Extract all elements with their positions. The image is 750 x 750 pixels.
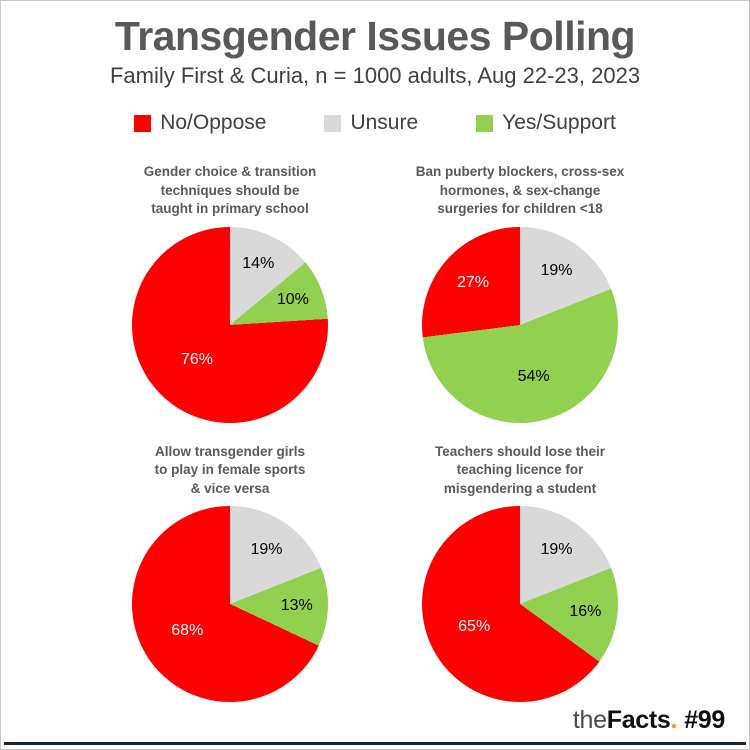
- chart-title-line: Gender choice & transition: [143, 164, 317, 179]
- legend-item-no-oppose: No/Oppose: [134, 111, 266, 135]
- pie-slice-label: 16%: [569, 603, 602, 621]
- pie-slice-label: 19%: [540, 261, 573, 279]
- chart-title: Ban puberty blockers, cross-sex hormones…: [375, 163, 665, 219]
- chart-title-line: Ban puberty blockers, cross-sex: [415, 164, 625, 179]
- pie-chart-primary-school: 14% 10% 76%: [132, 226, 328, 423]
- chart-title-line: teaching licence for: [456, 462, 584, 477]
- legend-label: No/Oppose: [160, 111, 267, 134]
- chart-title-line: surgeries for children <18: [437, 201, 603, 216]
- chart-title-line: hormones, & sex-change: [439, 182, 601, 198]
- pie-slice-label: 68%: [171, 622, 204, 640]
- footer-accent-bar: [4, 742, 746, 745]
- chart-cell-primary-school: Gender choice & transition techniques sh…: [85, 163, 375, 423]
- chart-title-line: & vice versa: [190, 480, 270, 496]
- chart-title-line: taught in primary school: [151, 201, 309, 216]
- pie-chart-misgendering: 19% 16% 65%: [422, 506, 618, 702]
- branding-dot: .: [670, 706, 678, 734]
- chart-title: Teachers should lose their teaching lice…: [375, 443, 665, 499]
- yes-support-swatch-icon: [476, 114, 494, 132]
- branding-name: Facts: [606, 706, 671, 734]
- chart-title-line: Teachers should lose their: [434, 443, 606, 459]
- pie-slice-label: 13%: [280, 597, 313, 615]
- pie-slice-label: 54%: [517, 368, 550, 386]
- pie-slice-label: 19%: [250, 541, 283, 559]
- chart-title-line: misgendering a student: [443, 480, 597, 496]
- no-oppose-swatch-icon: [134, 114, 152, 132]
- unsure-swatch-icon: [324, 114, 342, 132]
- chart-cell-ban-blockers: Ban puberty blockers, cross-sex hormones…: [375, 163, 665, 423]
- chart-title-line: techniques should be: [160, 182, 300, 198]
- branding-issue-number: #99: [684, 706, 725, 734]
- pie-slice-label: 65%: [458, 618, 491, 636]
- page-title: Transgender Issues Polling: [114, 13, 636, 59]
- chart-title: Gender choice & transition techniques sh…: [85, 163, 375, 219]
- pie-chart-ban-blockers: 19% 54% 27%: [422, 226, 618, 423]
- branding-logo: theFacts. #99: [573, 706, 725, 735]
- legend-label: Unsure: [350, 111, 419, 134]
- pie-slice-label: 10%: [276, 290, 309, 308]
- legend-item-unsure: Unsure: [324, 111, 418, 135]
- legend-label: Yes/Support: [502, 111, 616, 134]
- chart-cell-female-sports: Allow transgender girls to play in femal…: [85, 443, 375, 702]
- chart-title-line: to play in female sports: [154, 462, 306, 477]
- charts-grid: Gender choice & transition techniques sh…: [85, 163, 665, 702]
- page-subtitle: Family First & Curia, n = 1000 adults, A…: [109, 63, 641, 88]
- pie-slice-label: 76%: [180, 350, 213, 368]
- pie-slice-label: 14%: [242, 255, 275, 273]
- chart-title: Allow transgender girls to play in femal…: [85, 443, 375, 499]
- pie-slice-label: 27%: [457, 274, 490, 292]
- branding-prefix: the: [572, 706, 607, 734]
- chart-title-line: Allow transgender girls: [154, 443, 306, 459]
- pie-slice-label: 19%: [540, 541, 573, 559]
- pie-chart-female-sports: 19% 13% 68%: [132, 506, 328, 702]
- legend: No/Oppose Unsure Yes/Support: [1, 111, 749, 135]
- chart-cell-misgendering: Teachers should lose their teaching lice…: [375, 443, 665, 702]
- legend-item-yes-support: Yes/Support: [476, 111, 616, 135]
